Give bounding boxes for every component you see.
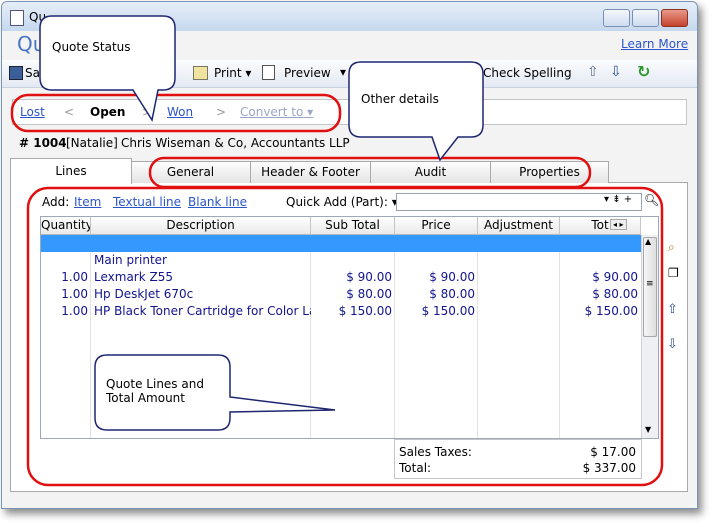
quick-add-search[interactable]: 🔍︎ [644,193,660,207]
column-divider [559,235,560,438]
callout-line: Total Amount [106,391,185,405]
quick-add-text: Quick Add (Part): [286,195,388,209]
refresh-button[interactable]: ↻ [637,62,651,81]
tab-audit[interactable]: Audit [370,161,491,183]
quick-add-controls[interactable]: ▾ ⇟ + [604,194,633,205]
add-label: Add: [42,195,70,209]
callout-shape [94,354,336,431]
tab-header-footer[interactable]: Header & Footer [250,161,371,183]
grid-cell: Lexmark Z55 [94,270,173,284]
close-button[interactable] [661,9,688,27]
tab-properties[interactable]: Properties [490,161,609,183]
callout-text: Other details [361,92,439,106]
column-header[interactable]: Quantity [41,217,91,235]
scroll-down[interactable]: ▼ [645,425,652,434]
quick-add-combobox[interactable] [396,193,642,211]
line-tool-down[interactable]: ⇩ [667,337,678,352]
quote-user: [Natalie] [66,136,118,150]
maximize-button[interactable] [632,9,659,27]
save-button[interactable]: Sa [25,66,40,80]
tab-lines[interactable]: Lines [10,158,132,184]
status-won[interactable]: Won [167,105,194,119]
grid-cell: $ 80.00 [429,287,475,301]
grid-cell: HP Black Toner Cartridge for Color Las [94,304,311,318]
add-blank-line-link[interactable]: Blank line [188,195,247,209]
status-open: Open [90,105,126,119]
grid-cell: 1.00 [61,287,88,301]
scroll-grip: ≡ [646,279,654,289]
convert-to-label: Convert to [240,105,304,119]
column-divider [90,235,91,438]
grid-cell: Hp DeskJet 670c [94,287,194,301]
grid-cell: 1.00 [61,270,88,284]
app-icon [10,10,24,26]
grid-cell: $ 90.00 [592,270,638,284]
grid-cell: 1.00 [61,304,88,318]
grid-cell: $ 80.00 [346,287,392,301]
column-divider [477,235,478,438]
callout-line: Quote Lines and [106,377,204,391]
callout-shape [348,61,484,162]
status-separator: < [64,105,75,119]
move-up-button[interactable]: ⇧ [587,64,599,80]
column-divider [394,235,395,438]
grid-cell: $ 150.00 [584,304,638,318]
save-icon [9,66,23,80]
scrollbar-thumb[interactable] [643,237,657,337]
totals-box [394,439,642,479]
quick-add-label: Quick Add (Part): ▾ [286,195,398,209]
highlight-tabs [148,156,592,189]
grid-cell: $ 80.00 [592,287,638,301]
total-label: Total: [399,461,432,475]
header-scroll-buttons[interactable]: ◂ ▸ [610,219,627,230]
scroll-up[interactable]: ▲ [645,237,652,246]
print-button[interactable]: Print ▾ [214,66,252,80]
quote-customer: Chris Wiseman & Co, Accountants LLP [121,136,350,150]
line-tool-up[interactable]: ⇧ [667,302,678,317]
total-value: $ 337.00 [582,461,636,475]
preview-button[interactable]: Preview [284,66,331,80]
status-separator: > [216,105,227,119]
grid-cell: $ 90.00 [429,270,475,284]
column-header[interactable]: Description [91,217,311,235]
learn-more-link[interactable]: Learn More [621,37,689,51]
move-down-button[interactable]: ⇩ [610,64,622,80]
grid-cell: $ 150.00 [421,304,475,318]
check-spelling-button[interactable]: Check Spelling [483,66,572,80]
column-header[interactable]: Adjustment [478,217,560,235]
toolbar-dropdown[interactable]: ▾ [340,65,347,79]
grid-cell: $ 150.00 [338,304,392,318]
callout-text: Quote Status [52,40,131,54]
column-divider [310,235,311,438]
quote-number: # 1004 [19,136,67,150]
print-label: Print [214,66,242,80]
sales-taxes-value: $ 17.00 [590,445,636,459]
callout-shape [39,15,176,122]
tab-general[interactable]: General [130,161,251,183]
print-icon [193,66,208,80]
column-header[interactable]: Price [395,217,478,235]
callout-text: Quote Lines and Total Amount [106,377,204,405]
grid-cell: $ 90.00 [346,270,392,284]
line-tool-find[interactable]: ⌕ [668,240,675,254]
status-lost[interactable]: Lost [20,105,45,119]
selected-row[interactable] [41,235,641,252]
line-tool-copy[interactable]: ❐ [668,266,679,280]
preview-icon [262,65,275,80]
status-convert-to[interactable]: Convert to ▾ [240,105,314,119]
column-header[interactable]: Sub Total [311,217,395,235]
sales-taxes-label: Sales Taxes: [399,445,472,459]
lines-grid: ▲ ▼ Quantity Description Sub Total Price Adj… [40,216,659,439]
add-item-link[interactable]: Item [74,195,102,209]
highlight-lines [26,186,664,487]
grid-cell: Main printer [94,253,167,267]
add-textual-line-link[interactable]: Textual line [113,195,182,209]
highlight-status [10,93,342,133]
minimize-button[interactable] [603,9,630,27]
